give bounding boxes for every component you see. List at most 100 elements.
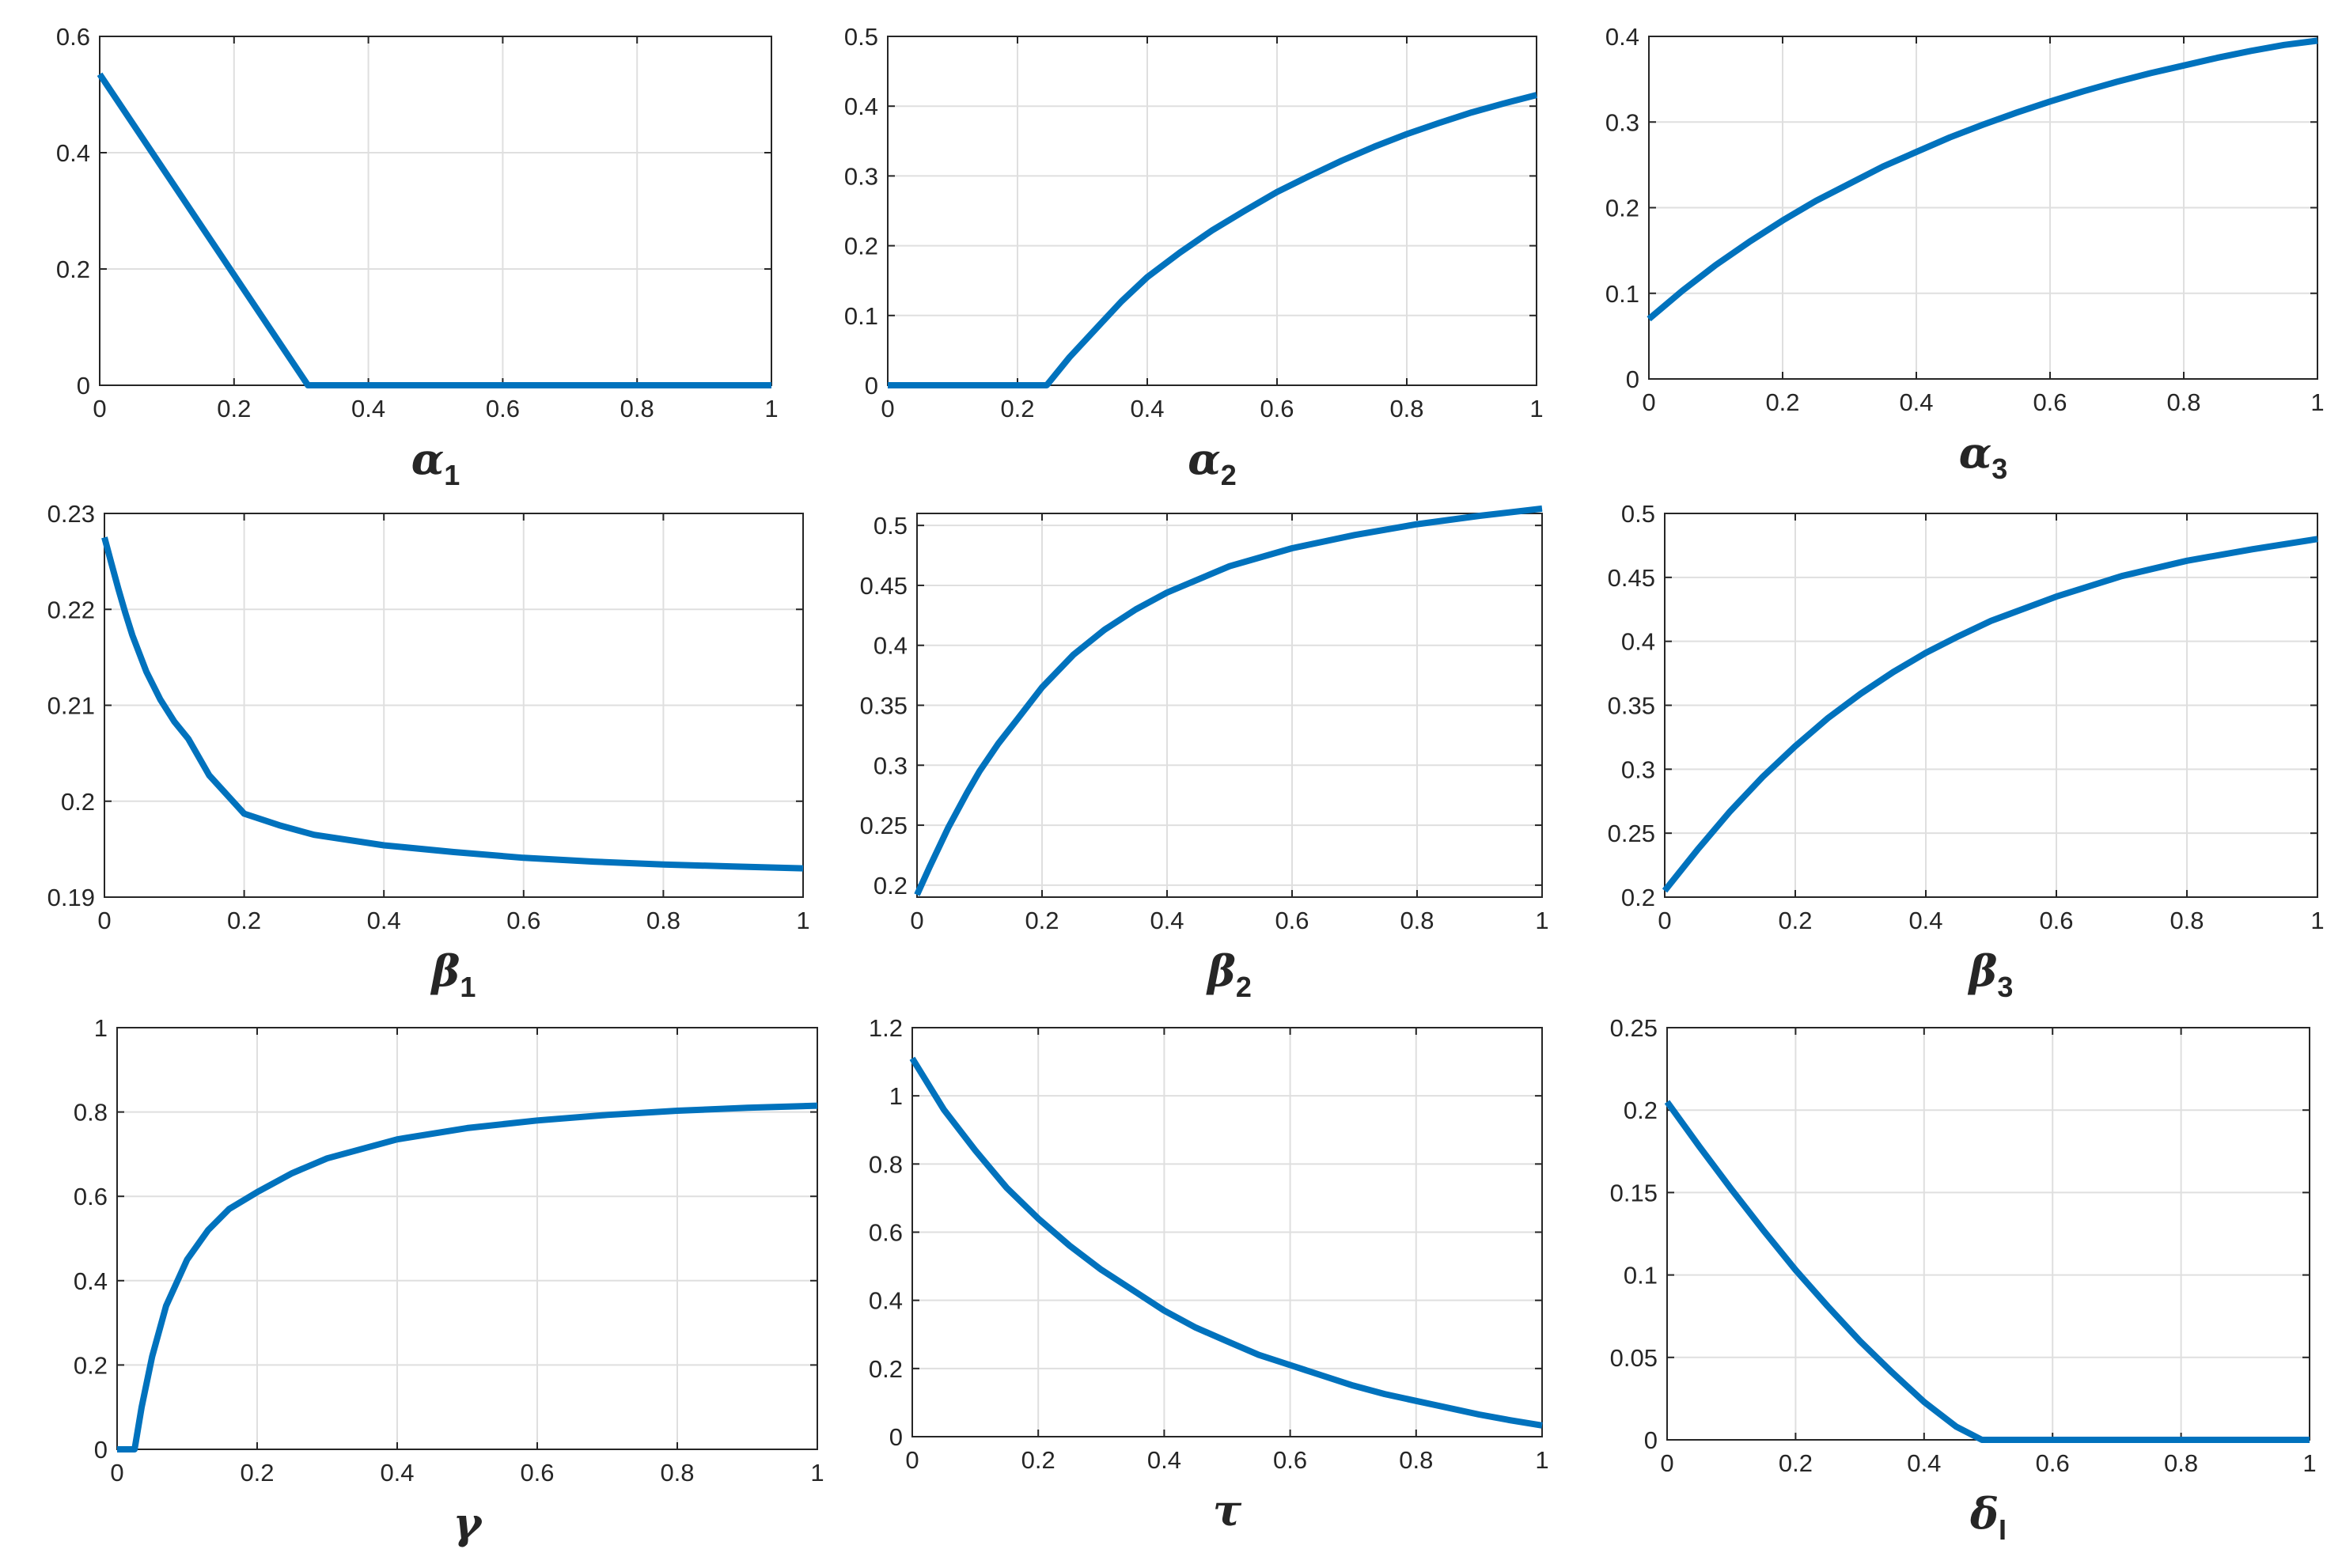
y-tick-label: 0.6 <box>869 1219 903 1247</box>
x-tick-label: 0.6 <box>1273 1446 1307 1474</box>
y-tick-label: 0.4 <box>844 93 878 120</box>
y-tick-label: 0.8 <box>869 1150 903 1178</box>
x-tick-label: 0.2 <box>1000 395 1034 422</box>
panel-alpha2: 0 0.2 0.4 0.6 0.8 1 0 0.1 0.2 0.3 0.4 0.5 α2 <box>844 23 1544 491</box>
x-tick-label: 0.6 <box>520 1459 554 1487</box>
y-tick-label: 0.23 <box>47 500 95 528</box>
series-line <box>909 1056 1543 1429</box>
panel-gamma: 0 0.2 0.4 0.6 0.8 1 0 0.2 0.4 0.6 0.8 1 γ <box>74 1014 824 1548</box>
y-tick-label: 0.3 <box>1621 756 1655 783</box>
y-tick-label: 0.4 <box>1605 23 1639 51</box>
x-tick-label: 0.8 <box>1400 907 1434 934</box>
series-line <box>97 72 771 388</box>
x-tick-label: 0.8 <box>2170 907 2204 934</box>
x-tick-label: 1 <box>2302 1449 2316 1477</box>
y-tick-label: 0.15 <box>1610 1179 1658 1206</box>
y-tick-label: 0.4 <box>869 1287 903 1315</box>
y-tick-label: 0.3 <box>1605 108 1639 136</box>
axes-frame <box>887 36 1537 386</box>
y-tick-label: 0.3 <box>874 752 908 779</box>
y-tick-label: 1.2 <box>869 1014 903 1042</box>
y-tick-label: 0.8 <box>74 1099 108 1127</box>
y-tick-label: 0.4 <box>56 139 90 167</box>
y-tick-label: 0.05 <box>1610 1344 1658 1372</box>
y-tick-label: 0.25 <box>860 812 908 839</box>
plot-area <box>888 36 1537 385</box>
x-tick-label: 0.2 <box>240 1459 274 1487</box>
y-tick-label: 0.21 <box>47 692 95 720</box>
y-tick-label: 0.19 <box>47 884 95 911</box>
y-tick-label: 0.2 <box>56 256 90 283</box>
series-line <box>1662 536 2318 893</box>
y-tick-label: 1 <box>94 1014 108 1042</box>
panel-delta-i: 0 0.2 0.4 0.6 0.8 1 0 0.05 0.1 0.15 0.2 0.25 δI <box>1610 1014 2317 1546</box>
y-tick-label: 0.2 <box>1624 1096 1658 1124</box>
y-tick-label: 0.2 <box>869 1355 903 1383</box>
plot-area <box>100 36 771 385</box>
y-tick-label: 0.35 <box>1608 692 1655 720</box>
x-tick-label: 0.4 <box>380 1459 414 1487</box>
x-tick-label: 0.4 <box>1150 907 1184 934</box>
y-tick-label: 0.5 <box>1621 500 1655 528</box>
panel-alpha3: 0 0.2 0.4 0.6 0.8 1 0 0.1 0.2 0.3 0.4 α3 <box>1605 23 2325 485</box>
x-tick-label: 0 <box>881 395 894 422</box>
x-tick-label: 0.4 <box>1899 388 1933 416</box>
x-tick-label: 0.4 <box>1907 1449 1941 1477</box>
x-axis-label: α2 <box>1188 434 1237 491</box>
x-tick-label: 0.6 <box>486 395 520 422</box>
panel-beta1: 0 0.2 0.4 0.6 0.8 1 0.19 0.2 0.21 0.22 0.23 β1 <box>47 500 810 1003</box>
series-line <box>117 1102 818 1452</box>
y-tick-label: 0.3 <box>844 162 878 190</box>
y-tick-label: 0.25 <box>1608 820 1655 847</box>
y-tick-label: 0.1 <box>1605 280 1639 308</box>
x-axis-label: δI <box>1969 1488 2007 1546</box>
y-tick-label: 0.45 <box>1608 564 1655 592</box>
y-tick-label: 0.4 <box>74 1267 108 1295</box>
x-tick-label: 1 <box>796 907 809 934</box>
panel-beta3: 0 0.2 0.4 0.6 0.8 10.20.250.30.350.40.450.5β3 <box>1608 500 2325 1003</box>
y-tick-label: 0.45 <box>860 572 908 600</box>
x-tick-label: 1 <box>1529 395 1543 422</box>
y-tick-label: 0.1 <box>1624 1262 1658 1290</box>
y-tick-label: 0.5 <box>874 512 908 540</box>
y-tick-label: 0.2 <box>1621 884 1655 911</box>
x-tick-label: 0.2 <box>1025 907 1059 934</box>
y-tick-label: 0 <box>94 1436 108 1464</box>
x-axis-label: α1 <box>411 434 460 491</box>
x-tick-label: 1 <box>764 395 778 422</box>
x-tick-label: 0.4 <box>1130 395 1164 422</box>
y-tick-label: 0.35 <box>860 692 908 720</box>
x-tick-label: 0.6 <box>1275 907 1309 934</box>
x-tick-label: 0.8 <box>1389 395 1423 422</box>
x-tick-label: 0.8 <box>660 1459 694 1487</box>
y-tick-label: 0.6 <box>56 23 90 51</box>
x-tick-label: 0 <box>110 1459 123 1487</box>
x-tick-label: 0.8 <box>2164 1449 2198 1477</box>
y-tick-label: 0.2 <box>874 872 908 900</box>
series-line <box>1647 37 2318 322</box>
y-tick-label: 0.25 <box>1610 1014 1658 1042</box>
y-tick-label: 0.4 <box>874 632 908 660</box>
y-tick-label: 0.1 <box>844 302 878 330</box>
y-tick-label: 0.6 <box>74 1183 108 1210</box>
series-line <box>914 505 1543 896</box>
y-tick-label: 0.2 <box>1605 195 1639 222</box>
x-axis-label: τ <box>1213 1485 1242 1536</box>
x-tick-label: 0.2 <box>1765 388 1799 416</box>
x-axis-label: γ <box>453 1498 483 1548</box>
x-tick-label: 0 <box>1658 907 1671 934</box>
y-tick-label: 0.5 <box>844 23 878 51</box>
x-tick-label: 0.8 <box>646 907 680 934</box>
x-tick-label: 1 <box>810 1459 824 1487</box>
x-tick-label: 0 <box>1660 1449 1673 1477</box>
y-tick-label: 0.22 <box>47 596 95 623</box>
x-tick-label: 0.6 <box>2036 1449 2070 1477</box>
y-tick-label: 0.2 <box>844 233 878 260</box>
panel-beta2: 0 0.2 0.4 0.6 0.8 10.20.250.30.350.40.450.5β2 <box>860 505 1549 1003</box>
x-tick-label: 0.2 <box>1778 907 1812 934</box>
x-tick-label: 0.4 <box>367 907 401 934</box>
x-tick-label: 0 <box>910 907 923 934</box>
x-axis-label: β2 <box>1206 945 1252 1003</box>
y-tick-label: 0 <box>77 372 90 400</box>
